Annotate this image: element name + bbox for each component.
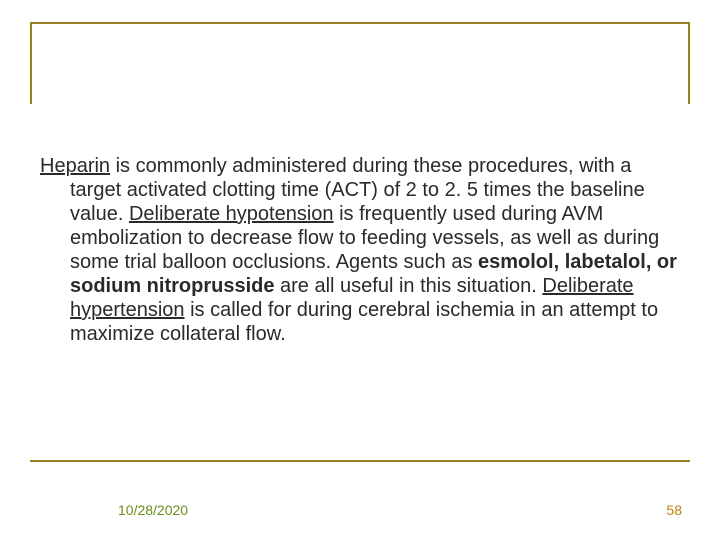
footer-page-number: 58	[666, 502, 682, 518]
title-frame	[30, 22, 690, 104]
body-segment: are all useful in this situation.	[274, 275, 542, 297]
body-segment: Heparin	[40, 155, 110, 177]
bottom-rule	[30, 460, 690, 462]
footer-date: 10/28/2020	[118, 502, 188, 518]
body-segment: Deliberate hypotension	[129, 203, 334, 225]
body-paragraph: Heparin is commonly administered during …	[40, 154, 680, 346]
slide: Heparin is commonly administered during …	[0, 0, 720, 540]
